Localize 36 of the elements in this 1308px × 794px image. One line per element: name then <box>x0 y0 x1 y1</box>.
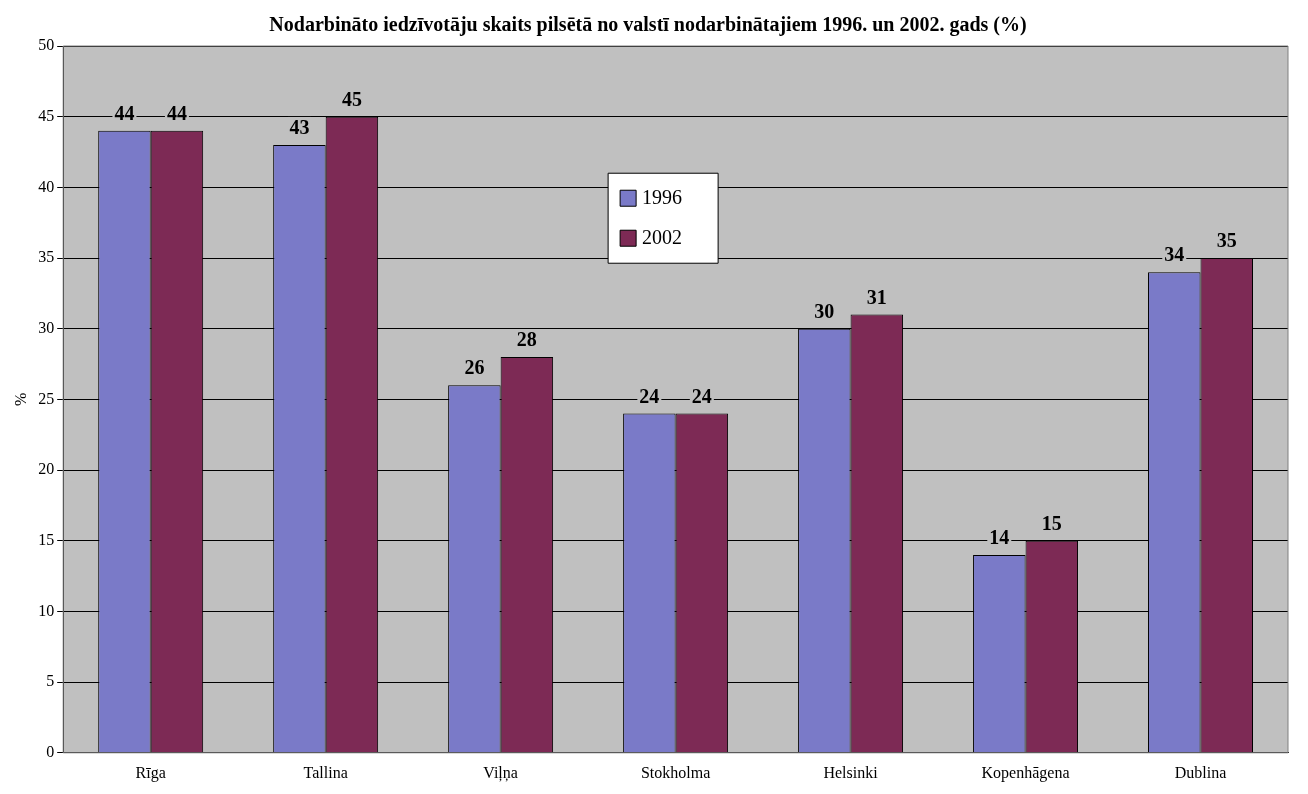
data-label: 35 <box>1216 229 1237 252</box>
legend-label: 2002 <box>642 226 683 249</box>
x-tick-label: Tallina <box>303 763 348 781</box>
y-tick-label: 45 <box>38 106 55 124</box>
data-label: 30 <box>814 299 835 322</box>
y-tick-label: 35 <box>38 248 55 266</box>
data-label: 43 <box>289 116 310 139</box>
data-label: 14 <box>989 526 1010 549</box>
data-label: 34 <box>1164 243 1185 266</box>
y-tick-label: 40 <box>38 177 55 195</box>
y-tick-label: 30 <box>38 318 55 336</box>
y-tick-label: 5 <box>46 672 55 690</box>
data-label: 31 <box>866 285 887 308</box>
data-label: 44 <box>114 101 135 124</box>
y-tick-label: 0 <box>46 743 55 760</box>
y-tick-label: 15 <box>38 530 55 548</box>
x-tick-label: Helsinki <box>823 763 879 781</box>
x-tick-label: Stokholma <box>640 763 711 781</box>
chart-title: Nodarbināto iedzīvotāju skaits pilsētā no valstī nodarbinātajiem 1996. un 2002. gads (%) <box>269 13 1027 37</box>
x-tick-label: Rīga <box>135 763 166 782</box>
data-label: 26 <box>464 356 485 379</box>
y-tick-label: 20 <box>38 460 55 478</box>
data-label: 15 <box>1041 511 1062 534</box>
y-tick-label: 25 <box>38 389 55 407</box>
y-tick-label: 10 <box>38 601 55 619</box>
x-tick-label: Kopenhāgena <box>981 763 1070 782</box>
x-tick-label: Dublina <box>1174 763 1227 781</box>
data-label: 45 <box>341 87 362 110</box>
data-label: 44 <box>166 101 187 124</box>
x-tick-label: Viļņa <box>483 763 518 782</box>
legend-label: 1996 <box>642 186 683 209</box>
data-label: 24 <box>639 384 660 407</box>
y-axis-title: % <box>11 392 29 407</box>
y-tick-label: 50 <box>38 36 55 54</box>
data-label: 28 <box>516 328 537 351</box>
data-label: 24 <box>691 384 712 407</box>
